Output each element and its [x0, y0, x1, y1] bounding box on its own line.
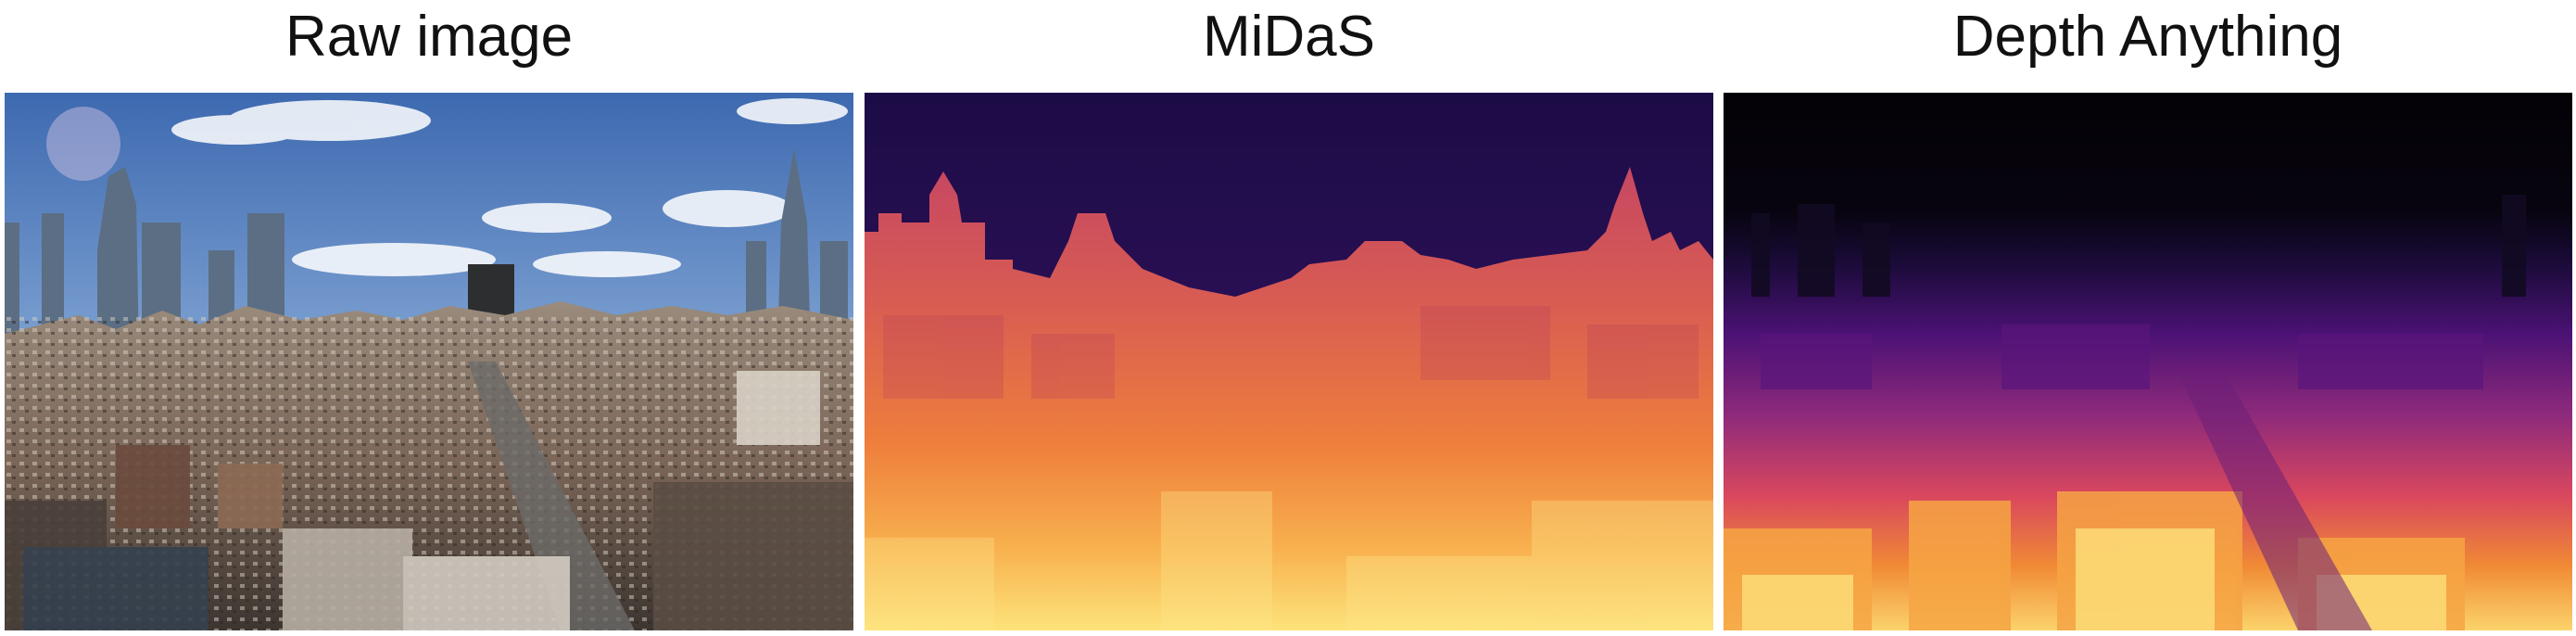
raw-city-photo [5, 93, 853, 630]
title-midas: MiDaS [1202, 5, 1376, 69]
midas-depth-map [865, 93, 1713, 630]
depth-anything-map [1724, 93, 2572, 630]
title-depth-anything: Depth Anything [1952, 5, 2343, 69]
raw-image-panel [5, 93, 853, 630]
depth-anything-panel [1724, 93, 2572, 630]
title-raw-image: Raw image [284, 5, 574, 69]
midas-depth-panel [865, 93, 1713, 630]
